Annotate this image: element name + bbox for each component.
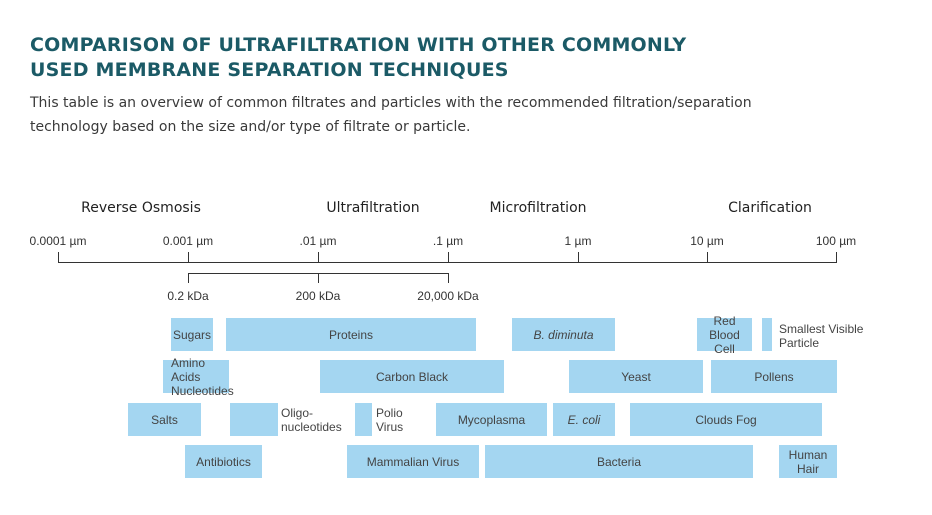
particle-oligonucleotides-bar xyxy=(230,403,278,436)
page-subtitle: This table is an overview of common filt… xyxy=(30,91,790,139)
particle-yeast: Yeast xyxy=(569,360,703,393)
particle-amino-acids-nucleotides: Amino Acids Nucleotides xyxy=(163,356,234,398)
subtitle-line-1: This table is an overview of common filt… xyxy=(30,95,752,111)
particle-human-hair: Human Hair xyxy=(779,445,837,478)
category-reverse-osmosis: Reverse Osmosis xyxy=(81,200,201,216)
particle-clouds-fog: Clouds Fog xyxy=(630,403,822,436)
scale-tick-label: .01 µm xyxy=(299,234,337,248)
particle-b-diminuta: B. diminuta xyxy=(512,318,615,351)
particle-mycoplasma: Mycoplasma xyxy=(436,403,547,436)
scale-tick-mark xyxy=(578,252,579,262)
category-clarification: Clarification xyxy=(728,200,812,216)
title-line-2: USED MEMBRANE SEPARATION TECHNIQUES xyxy=(30,59,509,81)
title-line-1: COMPARISON OF ULTRAFILTRATION WITH OTHER… xyxy=(30,34,687,56)
scale-tick-label: 10 µm xyxy=(690,234,724,248)
scale-tick-label: 0.001 µm xyxy=(162,234,214,248)
particle-bacteria: Bacteria xyxy=(485,445,753,478)
kda-label: 200 kDa xyxy=(295,289,341,303)
particle-proteins: Proteins xyxy=(226,318,476,351)
kda-bracket-mark xyxy=(318,273,319,283)
particle-smallest-visible-bar xyxy=(762,318,772,351)
kda-label: 20,000 kDa xyxy=(417,289,479,303)
particle-antibiotics: Antibiotics xyxy=(185,445,262,478)
scale-tick-mark xyxy=(707,252,708,262)
page-title: COMPARISON OF ULTRAFILTRATION WITH OTHER… xyxy=(30,33,686,83)
scale-tick-label: 100 µm xyxy=(815,234,857,248)
particle-polio-virus: Polio Virus xyxy=(376,406,404,434)
category-ultrafiltration: Ultrafiltration xyxy=(326,200,420,216)
particle-carbon-black: Carbon Black xyxy=(320,360,504,393)
scale-tick-label: .1 µm xyxy=(432,234,464,248)
scale-tick-mark xyxy=(318,252,319,262)
scale-tick-mark xyxy=(448,252,449,262)
particle-pollens: Pollens xyxy=(711,360,837,393)
particle-smallest-visible-particle: Smallest Visible Particle xyxy=(779,322,864,350)
particle-mammalian-virus: Mammalian Virus xyxy=(347,445,479,478)
scale-tick-mark xyxy=(836,252,837,262)
kda-label: 0.2 kDa xyxy=(167,289,209,303)
scale-tick-mark xyxy=(58,252,59,262)
particle-oligonucleotides: Oligo- nucleotides xyxy=(281,406,342,434)
scale-tick-label: 0.0001 µm xyxy=(29,234,87,248)
scale-tick-label: 1 µm xyxy=(564,234,592,248)
kda-bracket-mark xyxy=(188,273,189,283)
kda-bracket-mark xyxy=(448,273,449,283)
particle-red-blood-cell: Red Blood Cell xyxy=(697,314,752,356)
particle-salts: Salts xyxy=(128,403,201,436)
category-microfiltration: Microfiltration xyxy=(489,200,587,216)
particle-sugars: Sugars xyxy=(171,318,213,351)
particle-polio-virus-bar xyxy=(355,403,372,436)
scale-tick-mark xyxy=(188,252,189,262)
size-scale-axis xyxy=(58,262,837,263)
particle-e-coli: E. coli xyxy=(553,403,615,436)
subtitle-line-2: technology based on the size and/or type… xyxy=(30,119,471,135)
